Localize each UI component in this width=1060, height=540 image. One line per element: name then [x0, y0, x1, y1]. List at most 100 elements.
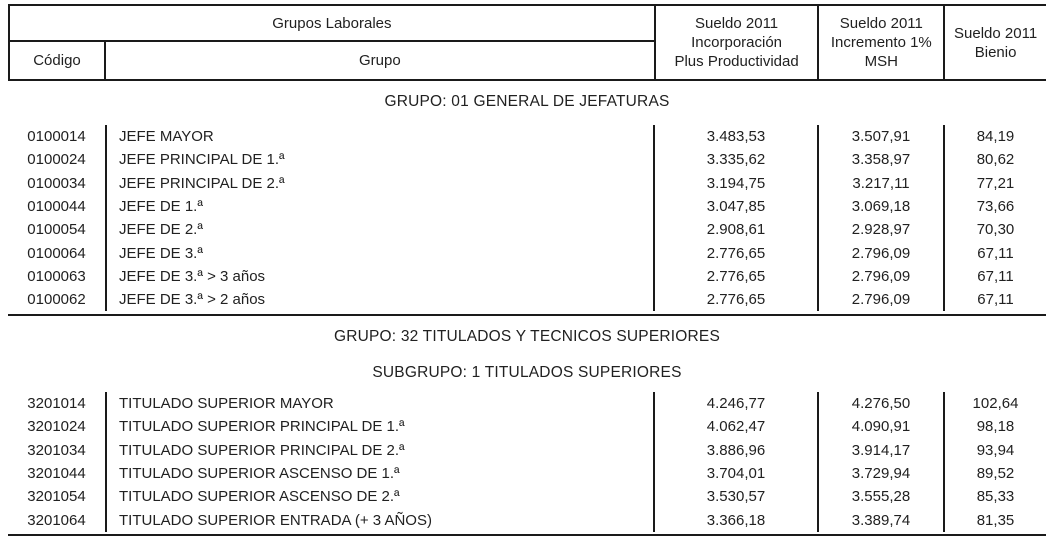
row-code: 0100054: [27, 221, 86, 239]
row-incorporacion: 2.776,65: [653, 241, 817, 265]
row-group: TITULADO SUPERIOR ASCENSO DE 2.ª: [105, 485, 653, 509]
row-incorporacion: 3.530,57: [653, 485, 817, 509]
row-incremento: 2.796,09: [817, 264, 943, 289]
row-incremento: 3.069,18: [817, 194, 943, 219]
row-incremento: 4.276,50: [817, 392, 943, 416]
row-code: 0100044: [27, 198, 86, 216]
header-line: Sueldo 2011: [695, 15, 779, 32]
row-incorporacion: 2.776,65: [653, 288, 817, 312]
row-incorporacion: 4.062,47: [653, 415, 817, 439]
row-group: TITULADO SUPERIOR PRINCIPAL DE 1.ª: [105, 415, 653, 439]
table-bottom-border: [8, 534, 1046, 536]
table-row: 3201034 TITULADO SUPERIOR PRINCIPAL DE 2…: [8, 438, 1046, 462]
header-line: Bienio: [974, 43, 1017, 61]
header-grupos-laborales: Grupos Laborales: [10, 6, 654, 42]
table-row: 0100044 JEFE DE 1.ª 3.047,85 3.069,18 73…: [8, 194, 1046, 219]
row-bienio: 80,62: [943, 148, 1046, 172]
row-code: 3201014: [27, 395, 86, 413]
row-incremento: 3.358,97: [817, 148, 943, 172]
table-row: 0100063 JEFE DE 3.ª > 3 años 2.776,65 2.…: [8, 264, 1046, 289]
row-group: JEFE MAYOR: [105, 125, 653, 149]
header-sueldo-bienio: Sueldo 2011 Bienio: [943, 6, 1046, 79]
row-bienio: 77,21: [943, 171, 1046, 195]
row-group: JEFE DE 1.ª: [105, 194, 653, 219]
header-sueldo-incorporacion: Sueldo 2011 Incorporación Plus Productiv…: [653, 6, 818, 79]
table-row: 3201054 TITULADO SUPERIOR ASCENSO DE 2.ª…: [8, 485, 1046, 509]
table-row: 3201014 TITULADO SUPERIOR MAYOR 4.246,77…: [8, 392, 1046, 416]
row-incremento: 4.090,91: [817, 415, 943, 439]
row-incorporacion: 3.704,01: [653, 461, 817, 486]
row-bienio: 93,94: [943, 438, 1046, 462]
row-group: JEFE DE 3.ª > 3 años: [105, 264, 653, 289]
row-incremento: 3.914,17: [817, 438, 943, 462]
header-grupo: Grupo: [359, 52, 401, 69]
row-group: JEFE DE 3.ª > 2 años: [105, 288, 653, 312]
row-bienio: 85,33: [943, 485, 1046, 509]
header-line: Sueldo 2011: [954, 24, 1038, 42]
table-row: 0100064 JEFE DE 3.ª 2.776,65 2.796,09 67…: [8, 241, 1046, 265]
header-line: Plus Productividad: [674, 53, 799, 70]
row-group: JEFE DE 2.ª: [105, 218, 653, 242]
row-code: 3201054: [27, 488, 86, 506]
header-sueldo-incremento: Sueldo 2011 Incremento 1% MSH: [817, 6, 943, 79]
row-code: 3201024: [27, 418, 86, 436]
row-group: TITULADO SUPERIOR MAYOR: [105, 392, 653, 416]
header-codigo: Código: [10, 42, 106, 79]
table-row: 0100014 JEFE MAYOR 3.483,53 3.507,91 84,…: [8, 125, 1046, 149]
row-incremento: 2.796,09: [817, 241, 943, 265]
header-group-labor: Grupos Laborales Código Grupo: [10, 6, 654, 79]
row-incremento: 3.217,11: [817, 171, 943, 195]
row-incorporacion: 3.335,62: [653, 148, 817, 172]
row-group: TITULADO SUPERIOR PRINCIPAL DE 2.ª: [105, 438, 653, 462]
row-code: 0100063: [27, 267, 86, 285]
row-group: TITULADO SUPERIOR ASCENSO DE 1.ª: [105, 461, 653, 486]
row-group: JEFE PRINCIPAL DE 2.ª: [105, 171, 653, 195]
row-incorporacion: 2.776,65: [653, 264, 817, 289]
row-incorporacion: 4.246,77: [653, 392, 817, 416]
row-code: 3201034: [27, 441, 86, 459]
row-code: 3201044: [27, 465, 86, 483]
row-group: JEFE DE 3.ª: [105, 241, 653, 265]
section-1-rows: 0100014 JEFE MAYOR 3.483,53 3.507,91 84,…: [8, 125, 1046, 312]
row-bienio: 81,35: [943, 508, 1046, 532]
row-bienio: 98,18: [943, 415, 1046, 439]
row-bienio: 73,66: [943, 194, 1046, 219]
row-incorporacion: 2.908,61: [653, 218, 817, 242]
header-line: Incorporación: [691, 34, 783, 51]
salary-table: Grupos Laborales Código Grupo Sueldo 201…: [8, 0, 1046, 540]
row-code: 0100064: [27, 244, 86, 262]
row-code: 3201064: [27, 511, 86, 529]
row-bienio: 102,64: [943, 392, 1046, 416]
table-header: Grupos Laborales Código Grupo Sueldo 201…: [8, 6, 1046, 79]
section-title-grupo-32: GRUPO: 32 TITULADOS Y TECNICOS SUPERIORE…: [333, 328, 721, 345]
row-incorporacion: 3.194,75: [653, 171, 817, 195]
row-code: 0100014: [27, 128, 86, 146]
table-row: 0100024 JEFE PRINCIPAL DE 1.ª 3.335,62 3…: [8, 148, 1046, 172]
table-row: 3201064 TITULADO SUPERIOR ENTRADA (+ 3 A…: [8, 508, 1046, 532]
header-line: Sueldo 2011: [839, 15, 923, 32]
row-bienio: 70,30: [943, 218, 1046, 242]
row-incorporacion: 3.366,18: [653, 508, 817, 532]
row-bienio: 67,11: [943, 241, 1046, 265]
table-row: 3201024 TITULADO SUPERIOR PRINCIPAL DE 1…: [8, 415, 1046, 439]
table-row: 0100054 JEFE DE 2.ª 2.908,61 2.928,97 70…: [8, 218, 1046, 242]
row-bienio: 89,52: [943, 461, 1046, 486]
row-code: 0100024: [27, 151, 86, 169]
row-incorporacion: 3.886,96: [653, 438, 817, 462]
header-line: MSH: [864, 53, 898, 70]
row-incorporacion: 3.483,53: [653, 125, 817, 149]
section-divider-line: [8, 314, 1046, 316]
row-incremento: 3.389,74: [817, 508, 943, 532]
table-row: 0100034 JEFE PRINCIPAL DE 2.ª 3.194,75 3…: [8, 171, 1046, 195]
row-code: 0100062: [27, 291, 86, 309]
header-bottom-border: [8, 79, 1046, 81]
row-code: 0100034: [27, 174, 86, 192]
table-row: 0100062 JEFE DE 3.ª > 2 años 2.776,65 2.…: [8, 288, 1046, 312]
row-group: TITULADO SUPERIOR ENTRADA (+ 3 AÑOS): [105, 508, 653, 532]
row-incremento: 2.796,09: [817, 288, 943, 312]
row-bienio: 67,11: [943, 288, 1046, 312]
row-incorporacion: 3.047,85: [653, 194, 817, 219]
row-bienio: 84,19: [943, 125, 1046, 149]
row-bienio: 67,11: [943, 264, 1046, 289]
